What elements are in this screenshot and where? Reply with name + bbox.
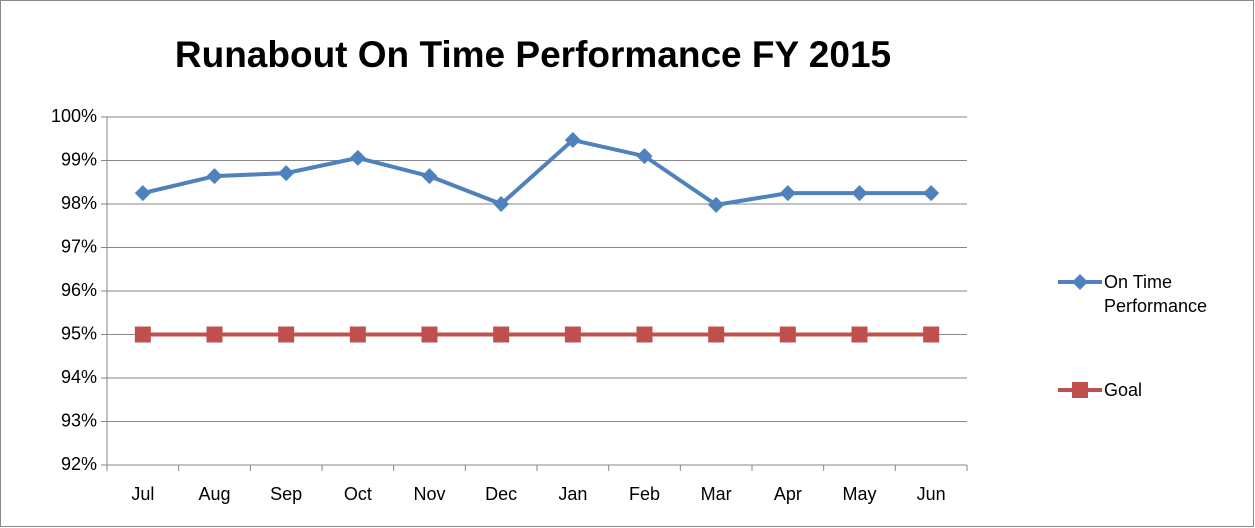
data-point xyxy=(134,326,151,343)
data-point xyxy=(206,168,223,185)
y-tick-label: 100% xyxy=(51,106,97,126)
data-point xyxy=(349,149,366,166)
data-point xyxy=(349,326,366,343)
data-point xyxy=(564,132,581,149)
data-point xyxy=(636,326,653,343)
x-tick-label: Aug xyxy=(198,484,230,504)
data-point xyxy=(493,196,510,212)
data-point xyxy=(708,326,725,343)
x-tick-label: Apr xyxy=(774,484,802,504)
data-point xyxy=(851,185,868,202)
legend-label: Goal xyxy=(1104,380,1143,400)
data-point xyxy=(421,168,438,185)
data-point xyxy=(851,326,868,343)
data-point xyxy=(779,185,796,202)
legend-marker xyxy=(1072,274,1088,290)
data-point xyxy=(278,165,295,182)
data-point xyxy=(708,196,725,213)
x-tick-label: Oct xyxy=(344,484,372,504)
data-point xyxy=(564,326,581,343)
legend-label: On Time Performance xyxy=(1104,272,1208,316)
data-point xyxy=(636,148,653,165)
data-point xyxy=(923,185,940,202)
x-tick-label: Sep xyxy=(270,484,302,504)
y-tick-label: 94% xyxy=(61,367,97,387)
y-tick-label: 98% xyxy=(61,193,97,213)
x-tick-label: Jan xyxy=(558,484,587,504)
y-tick-label: 99% xyxy=(61,149,97,169)
data-point xyxy=(923,326,940,343)
data-point xyxy=(493,326,510,343)
x-tick-label: Jul xyxy=(131,484,154,504)
legend-marker xyxy=(1072,382,1088,398)
x-tick-label: Jun xyxy=(917,484,946,504)
y-tick-label: 92% xyxy=(61,454,97,474)
chart-title: Runabout On Time Performance FY 2015 xyxy=(175,34,891,75)
data-point xyxy=(134,185,151,202)
y-tick-label: 93% xyxy=(61,410,97,430)
y-tick-label: 97% xyxy=(61,236,97,256)
y-tick-label: 96% xyxy=(61,280,97,300)
series-line xyxy=(142,138,932,207)
x-tick-label: Mar xyxy=(701,484,732,504)
data-point xyxy=(421,326,438,343)
data-point xyxy=(206,326,223,343)
x-tick-label: Nov xyxy=(413,484,445,504)
y-tick-label: 95% xyxy=(61,323,97,343)
data-point xyxy=(779,326,796,343)
x-tick-label: May xyxy=(842,484,876,504)
x-tick-label: Dec xyxy=(485,484,517,504)
x-tick-label: Feb xyxy=(629,484,660,504)
data-point xyxy=(278,326,295,343)
